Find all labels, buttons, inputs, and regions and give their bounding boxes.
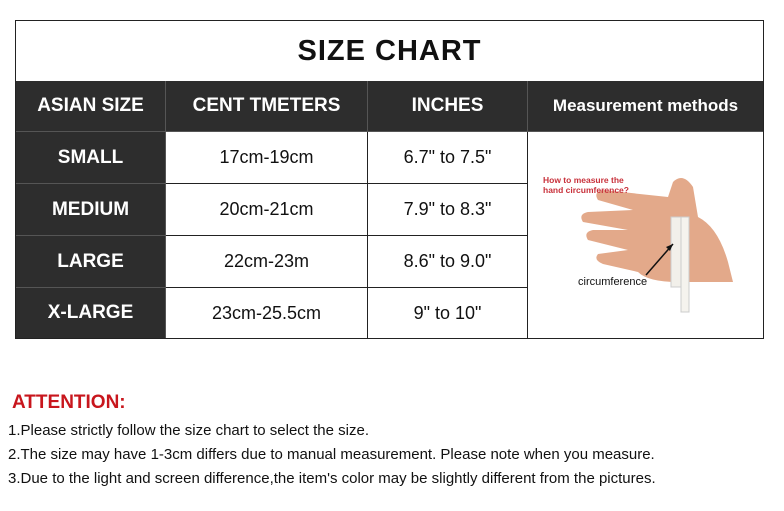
measure-question-line2: hand circumference? — [543, 185, 629, 195]
size-large: LARGE — [16, 236, 166, 288]
hand-icon — [581, 178, 733, 282]
measure-question-line1: How to measure the — [543, 175, 624, 185]
cm-small: 17cm-19cm — [166, 132, 368, 184]
header-measurement: Measurement methods — [528, 81, 763, 132]
inches-large: 8.6" to 9.0" — [368, 236, 528, 288]
note-2: 2.The size may have 1-3cm differs due to… — [8, 446, 655, 463]
cm-large: 22cm-23m — [166, 236, 368, 288]
inches-xlarge: 9" to 10" — [368, 288, 528, 338]
cm-xlarge: 23cm-25.5cm — [166, 288, 368, 338]
size-medium: MEDIUM — [16, 184, 166, 236]
attention-title: ATTENTION: — [12, 392, 126, 413]
header-asian-size: ASIAN SIZE — [16, 81, 166, 132]
inches-medium: 7.9" to 8.3" — [368, 184, 528, 236]
tape-measure-icon — [670, 216, 682, 288]
header-inches: INCHES — [368, 81, 528, 132]
note-1: 1.Please strictly follow the size chart … — [8, 422, 369, 439]
size-xlarge: X-LARGE — [16, 288, 166, 338]
hand-measurement-illustration: How to measure the hand circumference? c… — [528, 132, 763, 338]
cm-medium: 20cm-21cm — [166, 184, 368, 236]
size-small: SMALL — [16, 132, 166, 184]
inches-small: 6.7" to 7.5" — [368, 132, 528, 184]
header-centimeters: CENT TMETERS — [166, 81, 368, 132]
size-chart-table: SIZE CHART ASIAN SIZE CENT TMETERS INCHE… — [15, 20, 764, 339]
note-3: 3.Due to the light and screen difference… — [8, 470, 656, 487]
circumference-label: circumference — [578, 276, 648, 288]
chart-title: SIZE CHART — [16, 21, 763, 82]
